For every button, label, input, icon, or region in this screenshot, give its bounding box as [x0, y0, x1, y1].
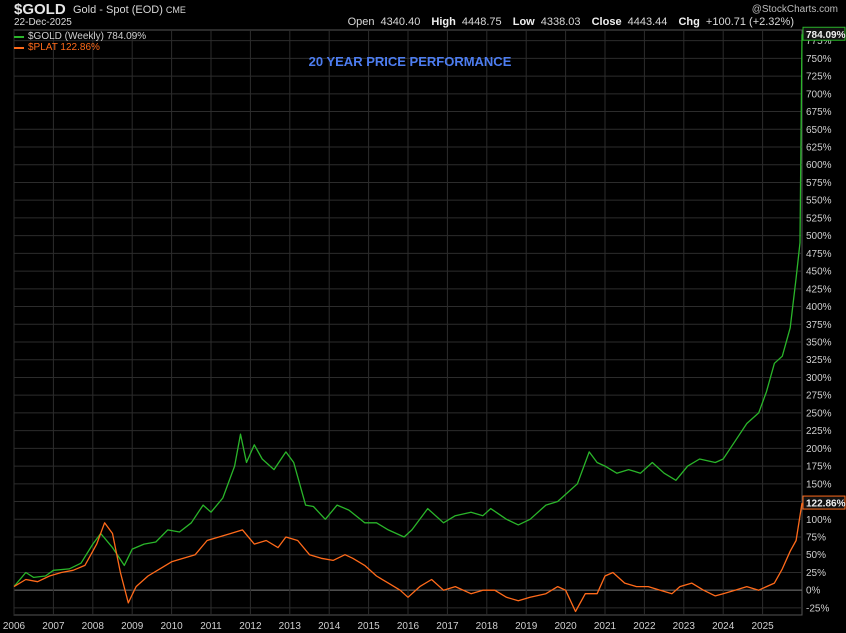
- y-tick-label: 375%: [806, 320, 832, 331]
- legend-item-plat: $PLAT 122.86%: [14, 42, 146, 53]
- y-tick-label: 675%: [806, 107, 832, 118]
- high-label: High: [431, 16, 456, 28]
- chart-header: $GOLD Gold - Spot (EOD) CME 22-Dec-2025 …: [0, 0, 846, 30]
- y-tick-label: 300%: [806, 373, 832, 384]
- x-tick-label: 2009: [121, 621, 144, 632]
- x-tick-label: 2024: [712, 621, 735, 632]
- x-tick-label: 2016: [397, 621, 420, 632]
- symbol-label: $GOLD: [14, 1, 66, 18]
- x-tick-label: 2025: [751, 621, 774, 632]
- y-tick-label: 525%: [806, 213, 832, 224]
- y-tick-label: 775%: [806, 36, 832, 47]
- y-tick-label: 600%: [806, 160, 832, 171]
- y-tick-label: 650%: [806, 125, 832, 136]
- x-tick-label: 2020: [554, 621, 577, 632]
- plat-swatch: [14, 46, 24, 49]
- chg-label: Chg: [678, 16, 700, 28]
- symbol-description: Gold - Spot (EOD) CME: [73, 4, 186, 16]
- legend-plat-label: $PLAT 122.86%: [28, 42, 100, 53]
- y-tick-label: 700%: [806, 89, 832, 100]
- last-value-box: [802, 26, 846, 41]
- date-label: 22-Dec-2025: [14, 17, 72, 28]
- x-tick-label: 2015: [357, 621, 380, 632]
- y-tick-label: 50%: [806, 550, 826, 561]
- legend-gold-label: $GOLD (Weekly) 784.09%: [28, 31, 147, 42]
- series-line-gold: [13, 34, 803, 588]
- y-tick-label: -25%: [806, 603, 829, 614]
- y-tick-label: 500%: [806, 231, 832, 242]
- legend-item-gold: $GOLD (Weekly) 784.09%: [14, 31, 146, 42]
- y-tick-label: 725%: [806, 72, 832, 83]
- x-tick-label: 2007: [42, 621, 65, 632]
- last-value-label: 784.09%: [806, 30, 846, 41]
- y-tick-label: 250%: [806, 408, 832, 419]
- y-tick-label: 575%: [806, 178, 832, 189]
- y-tick-label: 200%: [806, 444, 832, 455]
- y-tick-label: 475%: [806, 249, 832, 260]
- x-tick-label: 2014: [318, 621, 341, 632]
- open-label: Open: [347, 16, 375, 28]
- y-tick-label: 625%: [806, 143, 832, 154]
- x-tick-label: 2019: [515, 621, 538, 632]
- series-line-plat: [13, 502, 803, 613]
- y-tick-label: 75%: [806, 533, 826, 544]
- close-label: Close: [591, 16, 622, 28]
- last-value-box: [802, 495, 846, 510]
- close-value: 4443.44: [627, 16, 668, 28]
- x-tick-label: 2017: [436, 621, 459, 632]
- high-value: 4448.75: [461, 16, 502, 28]
- chg-value: +100.71 (+2.32%): [705, 16, 794, 28]
- x-tick-label: 2021: [594, 621, 617, 632]
- watermark: @StockCharts.com: [751, 4, 838, 15]
- y-tick-label: 550%: [806, 196, 832, 207]
- x-tick-label: 2022: [633, 621, 656, 632]
- y-tick-label: 325%: [806, 355, 832, 366]
- x-tick-label: 2011: [200, 621, 222, 632]
- y-tick-label: 25%: [806, 568, 826, 579]
- y-tick-label: 275%: [806, 391, 832, 402]
- gold-swatch: [14, 35, 24, 38]
- quote-bar: Open 4340.40 High 4448.75 Low 4338.03 Cl…: [345, 16, 794, 28]
- low-label: Low: [512, 16, 535, 28]
- y-tick-label: 750%: [806, 54, 832, 65]
- legend: $GOLD (Weekly) 784.09% $PLAT 122.86%: [14, 31, 146, 53]
- low-value: 4338.03: [540, 16, 581, 28]
- last-value-label: 122.86%: [806, 499, 846, 510]
- y-tick-label: 450%: [806, 267, 832, 278]
- x-tick-label: 2018: [476, 621, 499, 632]
- exchange-text: CME: [165, 5, 186, 15]
- y-tick-label: 400%: [806, 302, 832, 313]
- open-value: 4340.40: [380, 16, 421, 28]
- x-tick-label: 2006: [3, 621, 26, 632]
- y-tick-label: 0%: [806, 586, 821, 597]
- y-tick-label: 150%: [806, 479, 832, 490]
- y-tick-label: 425%: [806, 284, 832, 295]
- y-tick-label: 175%: [806, 462, 832, 473]
- x-tick-label: 2008: [82, 621, 105, 632]
- x-tick-label: 2010: [160, 621, 183, 632]
- y-tick-label: 225%: [806, 426, 832, 437]
- x-tick-label: 2012: [239, 621, 262, 632]
- y-tick-label: 350%: [806, 338, 832, 349]
- chart-title: 20 YEAR PRICE PERFORMANCE: [309, 54, 512, 69]
- x-tick-label: 2023: [673, 621, 696, 632]
- y-tick-label: 100%: [806, 515, 832, 526]
- description-text: Gold - Spot (EOD): [73, 4, 163, 16]
- x-tick-label: 2013: [279, 621, 302, 632]
